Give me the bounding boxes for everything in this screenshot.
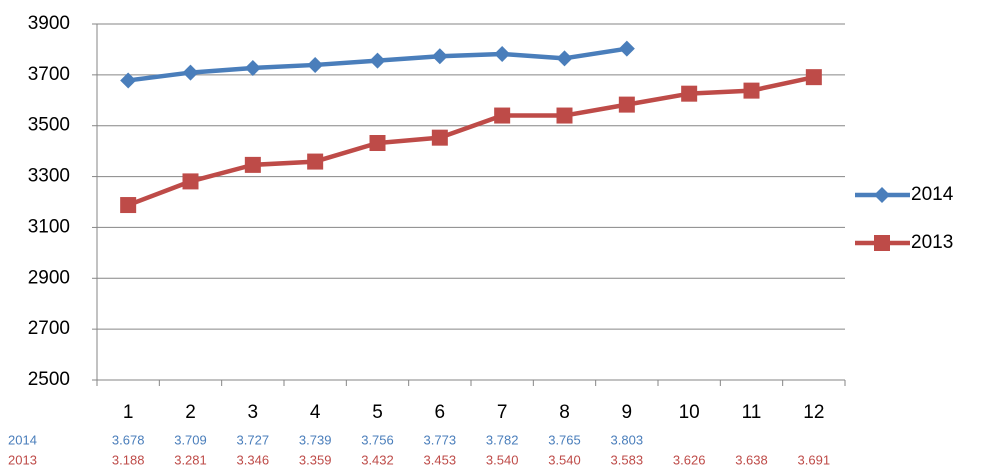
x-tick-label: 2: [185, 402, 196, 423]
table-row-label: 2013: [8, 452, 37, 467]
table-value: 3.188: [112, 452, 145, 467]
table-value: 3.346: [237, 452, 270, 467]
table-value: 3.773: [424, 432, 457, 447]
legend-marker: [874, 235, 890, 251]
data-point: [494, 46, 510, 62]
y-tick-label: 3500: [28, 115, 70, 136]
data-point: [183, 173, 199, 189]
data-point: [619, 41, 635, 57]
table-value: 3.709: [174, 432, 207, 447]
x-tick-label: 7: [497, 402, 508, 423]
table-value: 3.782: [486, 432, 519, 447]
data-point: [806, 69, 822, 85]
y-tick-label: 3700: [28, 64, 70, 85]
legend-marker: [874, 187, 890, 203]
x-tick-label: 6: [435, 402, 446, 423]
table-value: 3.803: [611, 432, 644, 447]
table-value: 3.583: [611, 452, 644, 467]
data-point: [619, 97, 635, 113]
table-value: 3.432: [361, 452, 394, 467]
data-point: [183, 65, 199, 81]
x-tick-label: 12: [803, 402, 824, 423]
x-tick-label: 3: [248, 402, 259, 423]
y-tick-label: 2500: [28, 369, 70, 390]
table-value: 3.739: [299, 432, 332, 447]
data-point: [557, 108, 573, 124]
table-value: 3.765: [548, 432, 581, 447]
x-tick-label: 1: [123, 402, 134, 423]
y-tick-label: 3100: [28, 216, 70, 237]
data-point: [557, 50, 573, 66]
data-point: [307, 154, 323, 170]
data-point: [681, 86, 697, 102]
x-tick-label: 10: [679, 402, 700, 423]
table-value: 3.727: [237, 432, 270, 447]
x-tick-label: 5: [372, 402, 383, 423]
x-tick-label: 9: [622, 402, 633, 423]
data-point: [307, 57, 323, 73]
data-point: [432, 130, 448, 146]
data-point: [245, 60, 261, 76]
y-tick-label: 2700: [28, 318, 70, 339]
data-point: [245, 157, 261, 173]
legend-label: 2013: [911, 232, 953, 253]
data-point: [744, 83, 760, 99]
table-value: 3.626: [673, 452, 706, 467]
data-point: [494, 108, 510, 124]
table-value: 3.453: [424, 452, 457, 467]
series-line: [128, 77, 814, 205]
y-tick-label: 2900: [28, 267, 70, 288]
y-tick-label: 3300: [28, 166, 70, 187]
y-tick-label: 3900: [28, 13, 70, 34]
table-value: 3.756: [361, 432, 394, 447]
x-tick-label: 11: [742, 402, 762, 423]
legend-label: 2014: [911, 184, 954, 205]
x-tick-label: 8: [559, 402, 570, 423]
chart: 2500270029003100330035003700390012345678…: [0, 0, 996, 475]
table-value: 3.359: [299, 452, 332, 467]
table-value: 3.540: [548, 452, 581, 467]
table-row-label: 2014: [8, 432, 37, 447]
table-value: 3.691: [798, 452, 831, 467]
data-point: [120, 197, 136, 213]
data-point: [370, 135, 386, 151]
table-value: 3.540: [486, 452, 519, 467]
data-point: [432, 48, 448, 64]
page: 2500270029003100330035003700390012345678…: [0, 0, 996, 475]
table-value: 3.281: [174, 452, 207, 467]
table-value: 3.678: [112, 432, 145, 447]
data-point: [370, 53, 386, 69]
table-value: 3.638: [735, 452, 768, 467]
x-tick-label: 4: [310, 402, 321, 423]
